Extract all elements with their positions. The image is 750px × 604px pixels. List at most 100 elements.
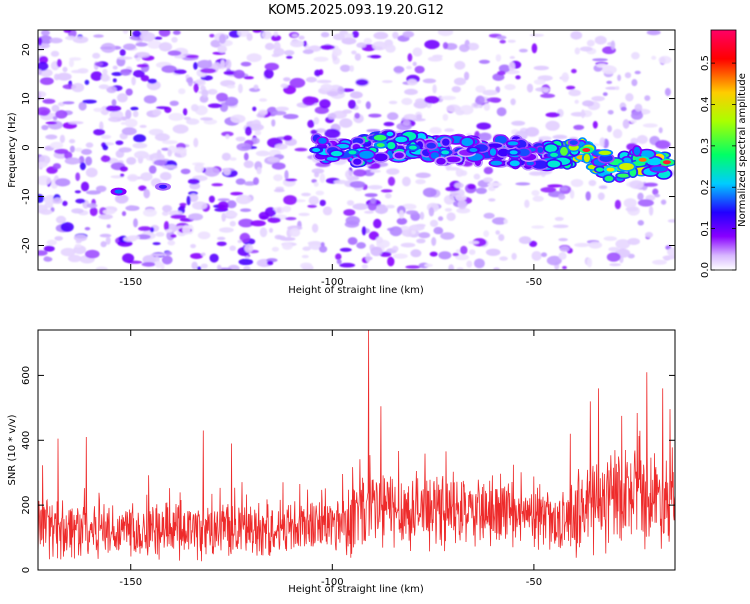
- heatmap-noise-cell: [446, 166, 460, 171]
- heatmap-signal-peak: [606, 167, 615, 172]
- heatmap-noise-cell: [134, 150, 149, 159]
- heatmap-noise-cell: [667, 219, 675, 223]
- heatmap-noise-cell: [52, 163, 62, 170]
- heatmap-signal-cell: [646, 157, 662, 166]
- heatmap-noise-cell: [38, 56, 49, 64]
- heatmap-noise-cell: [161, 147, 170, 151]
- heatmap-noise-cell: [264, 42, 275, 51]
- heatmap-noise-cell: [143, 95, 157, 104]
- heatmap-noise-cell: [170, 234, 177, 238]
- heatmap-noise-cell: [444, 128, 455, 133]
- heatmap-noise-cell: [180, 168, 191, 175]
- heatmap-noise-cell: [64, 157, 81, 165]
- heatmap-noise-cell: [212, 62, 221, 70]
- heatmap-noise-cell: [283, 135, 293, 141]
- heatmap-noise-cell: [193, 137, 199, 148]
- heatmap-noise-cell: [642, 123, 658, 128]
- heatmap-noise-cell: [302, 246, 311, 251]
- heatmap-noise-cell: [387, 176, 396, 186]
- heatmap-noise-cell: [373, 218, 382, 229]
- heatmap-noise-cell: [570, 31, 583, 40]
- heatmap-noise-cell: [313, 181, 319, 187]
- heatmap-y-axis-label: Frequency (Hz): [7, 112, 18, 188]
- heatmap-noise-cell: [453, 77, 467, 86]
- heatmap-noise-cell: [525, 126, 540, 137]
- heatmap-noise-cell: [68, 121, 84, 125]
- heatmap-signal-cell: [633, 146, 641, 156]
- heatmap-noise-cell: [393, 66, 405, 73]
- heatmap-noise: [38, 30, 675, 270]
- heatmap-noise-cell: [607, 125, 612, 133]
- heatmap-signal-peak: [312, 148, 321, 152]
- heatmap-noise-cell: [558, 238, 568, 242]
- heatmap-noise-cell: [415, 172, 431, 179]
- heatmap-noise-cell: [560, 186, 568, 191]
- heatmap-noise-cell: [542, 89, 549, 93]
- heatmap-noise-cell: [370, 169, 381, 173]
- heatmap-noise-cell: [192, 201, 208, 210]
- heatmap-noise-cell: [652, 259, 667, 265]
- heatmap-noise-cell: [220, 59, 226, 70]
- snr-series-line: [38, 330, 675, 562]
- heatmap-noise-cell: [235, 136, 246, 142]
- heatmap-noise-cell: [186, 118, 200, 125]
- heatmap-noise-cell: [652, 188, 659, 196]
- heatmap-signal-cell: [619, 163, 634, 171]
- heatmap-noise-cell: [240, 208, 252, 212]
- heatmap-noise-cell: [302, 96, 316, 106]
- heatmap-noise-cell: [385, 204, 395, 209]
- heatmap-noise-cell: [496, 35, 507, 40]
- heatmap-noise-cell: [219, 102, 229, 112]
- heatmap-noise-cell: [77, 68, 89, 74]
- heatmap-noise-cell: [283, 113, 299, 120]
- heatmap-isolated-blob: [159, 184, 167, 189]
- heatmap-noise-cell: [243, 160, 254, 169]
- heatmap-noise-cell: [154, 36, 163, 40]
- heatmap-noise-cell: [194, 163, 205, 173]
- heatmap-noise-cell: [154, 260, 163, 269]
- heatmap-noise-cell: [529, 171, 544, 176]
- heatmap-noise-cell: [518, 236, 532, 245]
- heatmap-noise-cell: [531, 225, 545, 229]
- heatmap-signal-cell: [507, 141, 519, 146]
- heatmap-noise-cell: [336, 259, 342, 265]
- heatmap-noise-cell: [273, 31, 279, 37]
- colorbar-tick-label: 0.5: [700, 55, 711, 71]
- heatmap-noise-cell: [173, 69, 187, 75]
- heatmap-noise-cell: [651, 55, 657, 60]
- snr-x-tick-label: -100: [321, 577, 344, 588]
- heatmap-noise-cell: [301, 254, 309, 259]
- heatmap-noise-cell: [55, 178, 71, 187]
- heatmap-noise-cell: [50, 50, 60, 57]
- heatmap-noise-cell: [85, 249, 100, 259]
- heatmap-noise-cell: [248, 123, 264, 131]
- heatmap-noise-cell: [65, 35, 77, 41]
- heatmap-signal-peak: [376, 143, 385, 148]
- heatmap-noise-cell: [415, 179, 426, 185]
- heatmap-noise-cell: [78, 101, 87, 111]
- heatmap-noise-cell: [161, 255, 173, 265]
- heatmap-noise-cell: [552, 134, 568, 140]
- heatmap-signal-peak: [408, 145, 417, 150]
- heatmap-noise-cell: [138, 226, 152, 232]
- heatmap-noise-cell: [637, 220, 644, 226]
- heatmap-signal-cell: [353, 158, 362, 165]
- heatmap-noise-cell: [385, 193, 392, 199]
- heatmap-noise-cell: [402, 176, 411, 187]
- heatmap-noise-cell: [412, 61, 417, 67]
- heatmap-signal-cell: [545, 144, 557, 153]
- heatmap-noise-cell: [585, 191, 591, 201]
- heatmap-noise-cell: [407, 79, 418, 86]
- heatmap-noise-cell: [529, 240, 538, 247]
- heatmap-noise-cell: [344, 33, 354, 38]
- heatmap-noise-cell: [561, 72, 569, 83]
- heatmap-noise-cell: [428, 207, 435, 217]
- snr-y-axis-label: SNR (10 * v/v): [7, 414, 18, 485]
- heatmap-noise-cell: [307, 204, 317, 208]
- heatmap-noise-cell: [509, 56, 515, 59]
- heatmap-noise-cell: [333, 179, 348, 185]
- heatmap-noise-cell: [191, 104, 199, 112]
- heatmap-noise-cell: [554, 216, 564, 221]
- heatmap-noise-cell: [269, 227, 273, 233]
- heatmap-noise-cell: [286, 55, 293, 59]
